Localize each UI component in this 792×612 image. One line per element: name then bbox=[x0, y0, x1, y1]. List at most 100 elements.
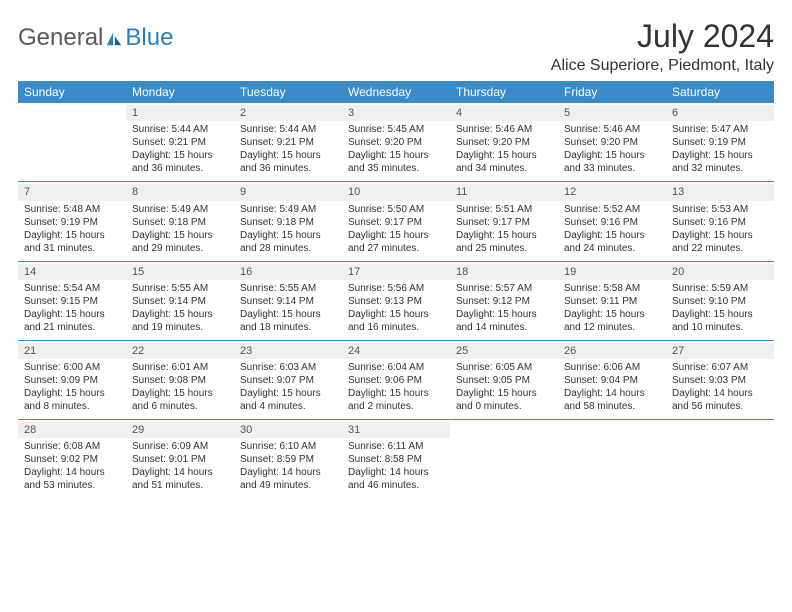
sunset-line: Sunset: 9:19 PM bbox=[24, 216, 120, 229]
location: Alice Superiore, Piedmont, Italy bbox=[551, 57, 774, 75]
weekday-header: Wednesday bbox=[342, 81, 450, 103]
day-details: Sunrise: 5:45 AMSunset: 9:20 PMDaylight:… bbox=[348, 123, 444, 175]
day-details: Sunrise: 5:44 AMSunset: 9:21 PMDaylight:… bbox=[132, 123, 228, 175]
sunset-line: Sunset: 9:14 PM bbox=[240, 295, 336, 308]
sunset-line: Sunset: 9:02 PM bbox=[24, 453, 120, 466]
daylight-line: Daylight: 14 hours and 49 minutes. bbox=[240, 466, 336, 492]
day-number: 21 bbox=[18, 343, 126, 359]
calendar-cell: 31Sunrise: 6:11 AMSunset: 8:58 PMDayligh… bbox=[342, 420, 450, 499]
day-details: Sunrise: 5:55 AMSunset: 9:14 PMDaylight:… bbox=[240, 282, 336, 334]
sunset-line: Sunset: 9:12 PM bbox=[456, 295, 552, 308]
day-number: 26 bbox=[558, 343, 666, 359]
calendar-cell: 25Sunrise: 6:05 AMSunset: 9:05 PMDayligh… bbox=[450, 340, 558, 419]
day-details: Sunrise: 5:56 AMSunset: 9:13 PMDaylight:… bbox=[348, 282, 444, 334]
calendar-cell: 5 Sunrise: 5:46 AMSunset: 9:20 PMDaylight… bbox=[558, 103, 666, 182]
calendar-cell: 26Sunrise: 6:06 AMSunset: 9:04 PMDayligh… bbox=[558, 340, 666, 419]
calendar-cell: 29Sunrise: 6:09 AMSunset: 9:01 PMDayligh… bbox=[126, 420, 234, 499]
calendar-cell: 12Sunrise: 5:52 AMSunset: 9:16 PMDayligh… bbox=[558, 182, 666, 261]
sunrise-line: Sunrise: 6:06 AM bbox=[564, 361, 660, 374]
day-details: Sunrise: 5:59 AMSunset: 9:10 PMDaylight:… bbox=[672, 282, 768, 334]
day-details: Sunrise: 5:51 AMSunset: 9:17 PMDaylight:… bbox=[456, 203, 552, 255]
calendar-cell: 28 Sunrise: 6:08 AMSunset: 9:02 PMDayligh… bbox=[18, 420, 126, 499]
day-details: Sunrise: 5:55 AMSunset: 9:14 PMDaylight:… bbox=[132, 282, 228, 334]
daylight-line: Daylight: 15 hours and 25 minutes. bbox=[456, 229, 552, 255]
calendar-cell: 15Sunrise: 5:55 AMSunset: 9:14 PMDayligh… bbox=[126, 261, 234, 340]
day-details: Sunrise: 5:58 AMSunset: 9:11 PMDaylight:… bbox=[564, 282, 660, 334]
sunset-line: Sunset: 9:14 PM bbox=[132, 295, 228, 308]
daylight-line: Daylight: 15 hours and 24 minutes. bbox=[564, 229, 660, 255]
logo: General Blue bbox=[18, 18, 173, 52]
daylight-line: Daylight: 14 hours and 46 minutes. bbox=[348, 466, 444, 492]
sunrise-line: Sunrise: 6:03 AM bbox=[240, 361, 336, 374]
calendar-cell: 16 Sunrise: 5:55 AMSunset: 9:14 PMDayligh… bbox=[234, 261, 342, 340]
day-number: 5 bbox=[558, 105, 666, 121]
calendar-cell: 9 Sunrise: 5:49 AMSunset: 9:18 PMDaylight… bbox=[234, 182, 342, 261]
daylight-line: Daylight: 15 hours and 22 minutes. bbox=[672, 229, 768, 255]
day-number: 2 bbox=[234, 105, 342, 121]
sunset-line: Sunset: 9:20 PM bbox=[564, 136, 660, 149]
sunset-line: Sunset: 9:18 PM bbox=[240, 216, 336, 229]
sunrise-line: Sunrise: 5:51 AM bbox=[456, 203, 552, 216]
sunrise-line: Sunrise: 6:10 AM bbox=[240, 440, 336, 453]
calendar-row: 14Sunrise: 5:54 AMSunset: 9:15 PMDayligh… bbox=[18, 261, 774, 340]
calendar-cell: 13Sunrise: 5:53 AMSunset: 9:16 PMDayligh… bbox=[666, 182, 774, 261]
calendar-cell: 11 Sunrise: 5:51 AMSunset: 9:17 PMDayligh… bbox=[450, 182, 558, 261]
weekday-header: Monday bbox=[126, 81, 234, 103]
calendar-cell: 1Sunrise: 5:44 AMSunset: 9:21 PMDaylight… bbox=[126, 103, 234, 182]
calendar-row: 7Sunrise: 5:48 AMSunset: 9:19 PMDaylight… bbox=[18, 182, 774, 261]
weekday-header: Tuesday bbox=[234, 81, 342, 103]
sunrise-line: Sunrise: 5:46 AM bbox=[564, 123, 660, 136]
sunset-line: Sunset: 9:01 PM bbox=[132, 453, 228, 466]
calendar-cell: 7Sunrise: 5:48 AMSunset: 9:19 PMDaylight… bbox=[18, 182, 126, 261]
sunset-line: Sunset: 9:05 PM bbox=[456, 374, 552, 387]
sunrise-line: Sunrise: 5:53 AM bbox=[672, 203, 768, 216]
daylight-line: Daylight: 15 hours and 2 minutes. bbox=[348, 387, 444, 413]
logo-text-general: General bbox=[18, 24, 103, 52]
day-details: Sunrise: 5:50 AMSunset: 9:17 PMDaylight:… bbox=[348, 203, 444, 255]
weekday-header: Thursday bbox=[450, 81, 558, 103]
sunrise-line: Sunrise: 5:47 AM bbox=[672, 123, 768, 136]
day-number: 20 bbox=[666, 264, 774, 280]
sunset-line: Sunset: 9:17 PM bbox=[456, 216, 552, 229]
daylight-line: Daylight: 15 hours and 18 minutes. bbox=[240, 308, 336, 334]
day-number: 6 bbox=[666, 105, 774, 121]
calendar-cell: 27Sunrise: 6:07 AMSunset: 9:03 PMDayligh… bbox=[666, 340, 774, 419]
sunset-line: Sunset: 9:15 PM bbox=[24, 295, 120, 308]
sunset-line: Sunset: 9:06 PM bbox=[348, 374, 444, 387]
sunset-line: Sunset: 9:10 PM bbox=[672, 295, 768, 308]
daylight-line: Daylight: 15 hours and 19 minutes. bbox=[132, 308, 228, 334]
title-block: July 2024 Alice Superiore, Piedmont, Ita… bbox=[551, 18, 774, 75]
calendar-cell bbox=[666, 420, 774, 499]
day-details: Sunrise: 5:46 AMSunset: 9:20 PMDaylight:… bbox=[564, 123, 660, 175]
day-number: 11 bbox=[450, 184, 558, 200]
sunrise-line: Sunrise: 6:05 AM bbox=[456, 361, 552, 374]
day-details: Sunrise: 5:49 AMSunset: 9:18 PMDaylight:… bbox=[240, 203, 336, 255]
sunrise-line: Sunrise: 5:59 AM bbox=[672, 282, 768, 295]
month-title: July 2024 bbox=[551, 18, 774, 55]
day-details: Sunrise: 6:00 AMSunset: 9:09 PMDaylight:… bbox=[24, 361, 120, 413]
day-details: Sunrise: 5:52 AMSunset: 9:16 PMDaylight:… bbox=[564, 203, 660, 255]
day-details: Sunrise: 5:48 AMSunset: 9:19 PMDaylight:… bbox=[24, 203, 120, 255]
daylight-line: Daylight: 15 hours and 27 minutes. bbox=[348, 229, 444, 255]
daylight-line: Daylight: 15 hours and 32 minutes. bbox=[672, 149, 768, 175]
sunset-line: Sunset: 9:09 PM bbox=[24, 374, 120, 387]
day-number: 28 bbox=[18, 422, 126, 438]
day-details: Sunrise: 6:08 AMSunset: 9:02 PMDaylight:… bbox=[24, 440, 120, 492]
sunset-line: Sunset: 8:59 PM bbox=[240, 453, 336, 466]
daylight-line: Daylight: 14 hours and 56 minutes. bbox=[672, 387, 768, 413]
calendar-cell: 6 Sunrise: 5:47 AMSunset: 9:19 PMDaylight… bbox=[666, 103, 774, 182]
day-details: Sunrise: 5:47 AMSunset: 9:19 PMDaylight:… bbox=[672, 123, 768, 175]
sunset-line: Sunset: 9:11 PM bbox=[564, 295, 660, 308]
day-details: Sunrise: 6:09 AMSunset: 9:01 PMDaylight:… bbox=[132, 440, 228, 492]
day-number: 4 bbox=[450, 105, 558, 121]
logo-text-blue: Blue bbox=[125, 24, 173, 52]
day-details: Sunrise: 5:49 AMSunset: 9:18 PMDaylight:… bbox=[132, 203, 228, 255]
day-number: 9 bbox=[234, 184, 342, 200]
sunrise-line: Sunrise: 5:49 AM bbox=[132, 203, 228, 216]
sunrise-line: Sunrise: 5:58 AM bbox=[564, 282, 660, 295]
daylight-line: Daylight: 15 hours and 33 minutes. bbox=[564, 149, 660, 175]
sunset-line: Sunset: 9:04 PM bbox=[564, 374, 660, 387]
day-number: 16 bbox=[234, 264, 342, 280]
sunset-line: Sunset: 9:07 PM bbox=[240, 374, 336, 387]
day-number: 18 bbox=[450, 264, 558, 280]
